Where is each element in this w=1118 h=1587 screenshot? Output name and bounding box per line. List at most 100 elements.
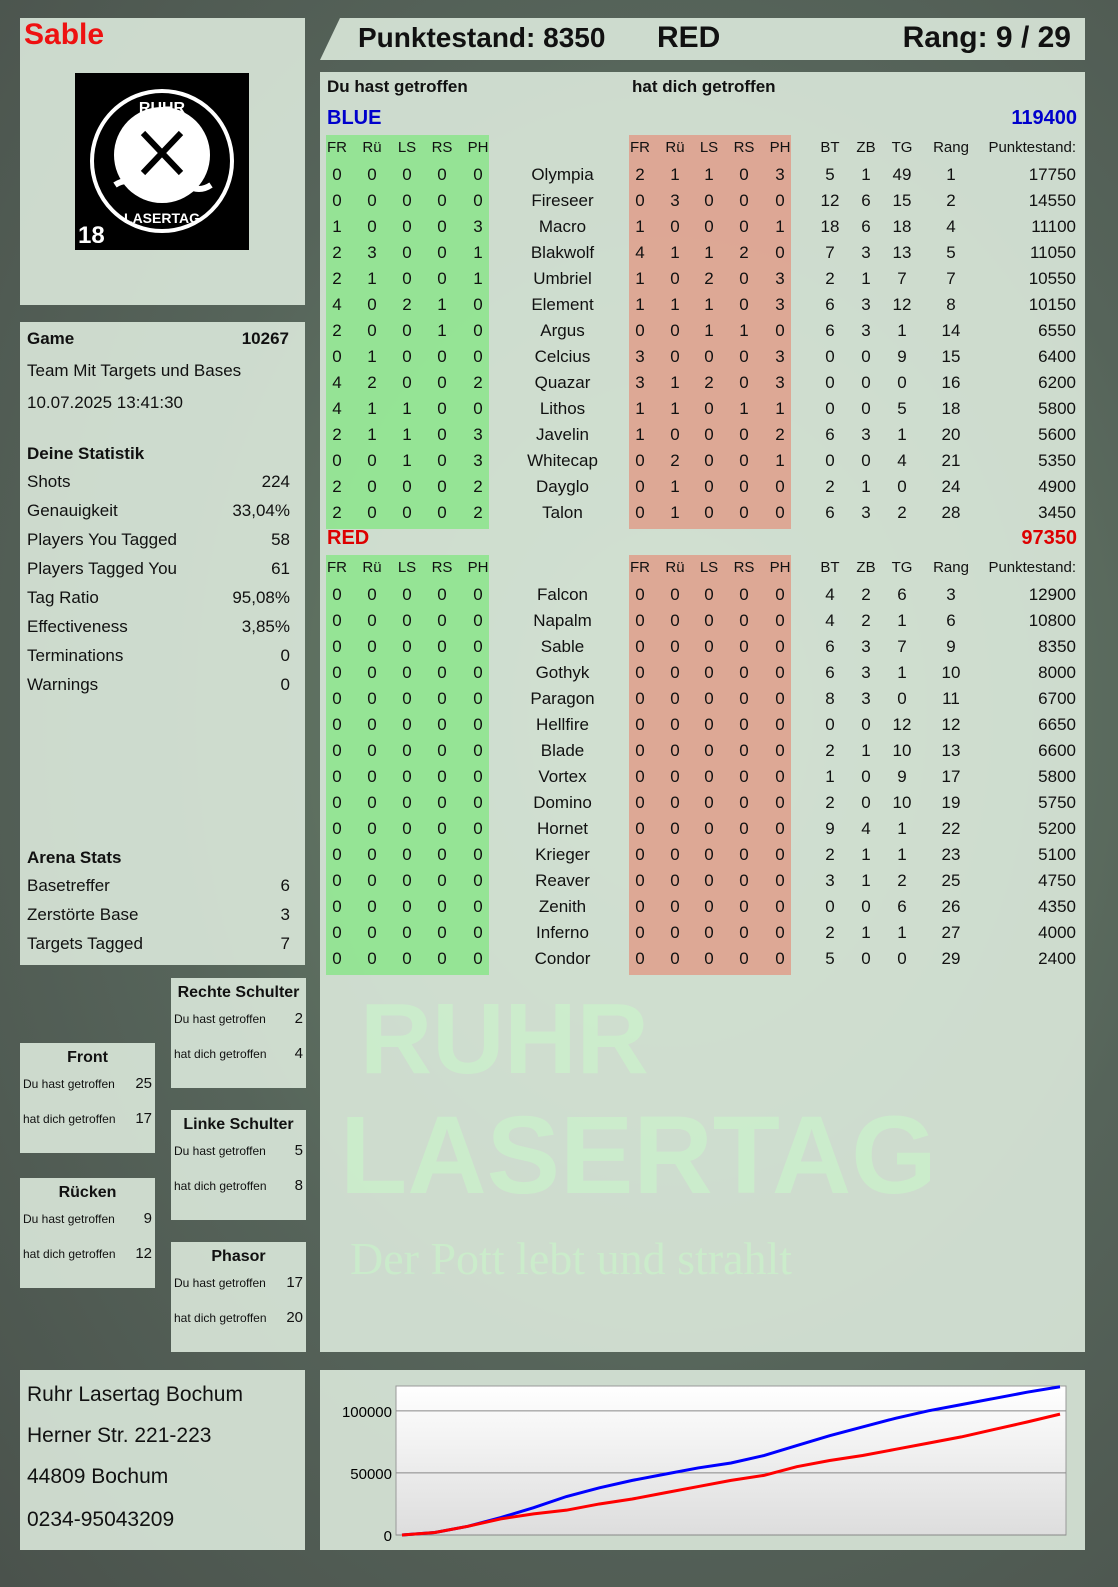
stat-cell: 0: [704, 503, 714, 522]
stat-cell: 2: [704, 373, 714, 392]
team-total: 119400: [1011, 107, 1077, 129]
address-line: Herner Str. 221-223: [27, 1424, 212, 1447]
stat-cell: 0: [437, 871, 447, 890]
stat-cell: 1: [437, 295, 447, 314]
arena-label: Zerstörte Base: [27, 905, 139, 924]
stat-cell: 1: [897, 611, 907, 630]
stat-cell: 0: [473, 321, 483, 340]
column-header: Rü: [362, 559, 382, 576]
stat-cell: 0: [670, 897, 680, 916]
stat-cell: 7: [897, 269, 907, 288]
stat-cell: 3: [861, 321, 871, 340]
stat-cell: 0: [670, 949, 680, 968]
hit-you-heading: hat dich getroffen: [632, 77, 776, 96]
score-chart: 0 50000 100000: [342, 1385, 1067, 1545]
stat-cell: 18: [820, 217, 840, 236]
stat-cell: 0: [897, 477, 907, 496]
stat-cell: 0: [739, 663, 749, 682]
stat-cell: 0: [775, 949, 785, 968]
address-line: 44809 Bochum: [27, 1465, 169, 1488]
player-row: 0 0 0 0 0 Vortex 0 0 0 0 0 1 0 9 17 5800: [320, 765, 1085, 791]
stat-cell: 0: [635, 871, 645, 890]
stat-cell: 0: [704, 715, 714, 734]
column-header: BT: [820, 559, 840, 576]
player-name: Inferno: [536, 923, 589, 942]
player-name: Element: [531, 295, 594, 314]
stat-cell: 2: [946, 191, 956, 210]
stat-cell: 0: [473, 347, 483, 366]
stat-cell: 3: [670, 191, 680, 210]
stat-cell: 1: [897, 819, 907, 838]
stat-value: 0: [280, 646, 290, 665]
stat-cell: 1: [897, 923, 907, 942]
stat-cell: 0: [437, 399, 447, 418]
stat-cell: 2: [739, 243, 749, 262]
address-line: 0234-95043209: [27, 1508, 175, 1531]
stat-cell: 0: [402, 585, 412, 604]
stat-cell: 0: [739, 949, 749, 968]
stat-cell: 12: [820, 191, 840, 210]
stat-cell: 2: [402, 295, 412, 314]
stat-cell: 0: [332, 165, 342, 184]
zone-got-label: hat dich getroffen: [23, 1247, 116, 1261]
stat-cell: 21: [941, 451, 961, 470]
stat-cell: 0: [332, 741, 342, 760]
stat-cell: 0: [861, 347, 871, 366]
stats-title: Deine Statistik: [27, 444, 145, 463]
arena-row: Targets Tagged 7: [27, 934, 290, 963]
stat-cell: 0: [473, 689, 483, 708]
stat-cell: 0: [402, 923, 412, 942]
stat-row: Players Tagged You 61: [27, 559, 290, 588]
stat-cell: 0: [635, 923, 645, 942]
stat-value: 33,04%: [232, 501, 290, 520]
stat-cell: 15: [941, 347, 961, 366]
stat-cell: 0: [367, 845, 377, 864]
hit-zone-box: Phasor Du hast getroffen 17 hat dich getrof…: [171, 1242, 306, 1352]
stat-cell: 8: [946, 295, 956, 314]
stat-cell: 0: [775, 243, 785, 262]
stat-cell: 0: [775, 611, 785, 630]
stat-cell: 0: [739, 611, 749, 630]
stat-cell: 0: [635, 191, 645, 210]
stat-cell: 0: [739, 295, 749, 314]
team-name: RED: [327, 527, 370, 549]
stat-cell: 0: [825, 451, 835, 470]
player-score: 8350: [1038, 637, 1076, 656]
stat-cell: 0: [367, 689, 377, 708]
player-score: 6700: [1038, 689, 1076, 708]
stat-cell: 1: [861, 923, 871, 942]
stat-cell: 3: [861, 295, 871, 314]
stat-cell: 1: [704, 321, 714, 340]
stat-cell: 0: [704, 347, 714, 366]
stat-cell: 2: [332, 477, 342, 496]
stat-cell: 1: [897, 663, 907, 682]
address-line: Ruhr Lasertag Bochum: [27, 1383, 243, 1406]
zone-got-value: 12: [135, 1245, 152, 1262]
stat-cell: 0: [861, 373, 871, 392]
player-score: 12900: [1028, 585, 1076, 604]
stat-cell: 0: [332, 191, 342, 210]
y-tick-label: 0: [384, 1528, 392, 1545]
stat-cell: 1: [739, 399, 749, 418]
player-row: 4 1 1 0 0 Lithos 1 1 0 1 1 0 0 5 18 5800: [320, 397, 1085, 423]
stat-cell: 12: [941, 715, 961, 734]
player-row: 0 0 0 0 0 Condor 0 0 0 0 0 5 0 0 29 2400: [320, 947, 1085, 973]
stat-cell: 0: [897, 949, 907, 968]
stat-cell: 1: [704, 295, 714, 314]
player-score: 17750: [1028, 165, 1076, 184]
player-row: 0 0 0 0 0 Olympia 2 1 1 0 3 5 1 49 1 17750: [320, 163, 1085, 189]
stat-cell: 0: [635, 845, 645, 864]
stat-cell: 15: [892, 191, 912, 210]
player-name: Sable: [24, 18, 105, 51]
stat-row: Shots 224: [27, 472, 290, 501]
stat-cell: 1: [635, 399, 645, 418]
logo: RUHR LASERTAG 18: [75, 73, 249, 250]
stat-cell: 0: [332, 819, 342, 838]
hit-zone-box: Linke Schulter Du hast getroffen 5 hat dich…: [171, 1110, 306, 1220]
player-score: 6200: [1038, 373, 1076, 392]
stat-cell: 0: [775, 819, 785, 838]
stat-cell: 0: [367, 663, 377, 682]
stat-cell: 0: [739, 425, 749, 444]
game-mode: Team Mit Targets und Bases: [27, 361, 242, 380]
column-header: RS: [431, 139, 453, 156]
